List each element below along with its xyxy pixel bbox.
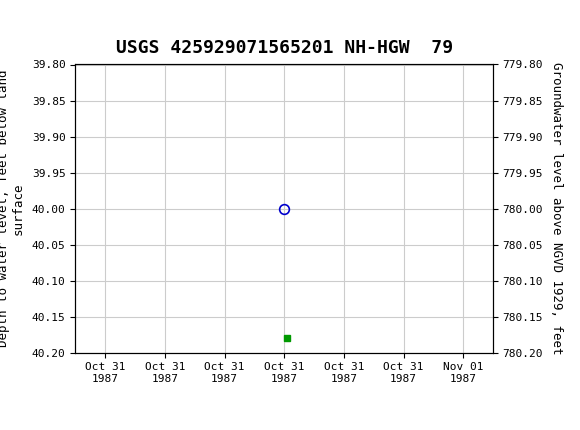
Text: ≡USGS: ≡USGS xyxy=(12,12,78,33)
Title: USGS 425929071565201 NH-HGW  79: USGS 425929071565201 NH-HGW 79 xyxy=(115,40,453,57)
Y-axis label: Groundwater level above NGVD 1929, feet: Groundwater level above NGVD 1929, feet xyxy=(550,62,563,355)
Y-axis label: Depth to water level, feet below land
surface: Depth to water level, feet below land su… xyxy=(0,70,25,347)
